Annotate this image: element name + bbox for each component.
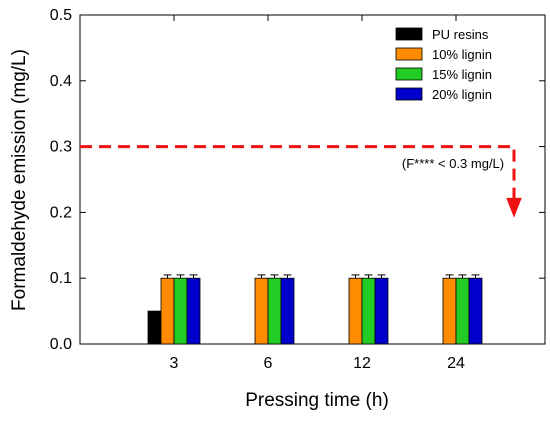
legend-label: 15% lignin — [432, 67, 492, 82]
x-axis-title: Pressing time (h) — [245, 390, 389, 411]
legend-swatch — [395, 27, 423, 41]
x-tick-label: 12 — [353, 355, 371, 372]
bar-15-lignin — [361, 277, 376, 345]
y-tick-label: 0.5 — [50, 7, 72, 24]
bar-10-lignin — [160, 277, 175, 345]
bar-10-lignin — [442, 277, 457, 345]
legend-label: 20% lignin — [432, 87, 492, 102]
bar-pu-resins — [147, 310, 162, 345]
threshold-annotation: (F**** < 0.3 mg/L) — [402, 156, 504, 171]
legend-swatch — [395, 87, 423, 101]
y-tick-label: 0.1 — [50, 270, 72, 287]
bar-10-lignin — [254, 277, 269, 345]
plot-frame — [79, 14, 546, 345]
x-tick-label: 24 — [447, 355, 465, 372]
bar-15-lignin — [267, 277, 282, 345]
y-tick-label: 0.2 — [50, 204, 72, 221]
y-tick-label: 0.0 — [50, 336, 72, 353]
bar-15-lignin — [173, 277, 188, 345]
y-axis-title: Formaldehyde emission (mg/L) — [9, 49, 30, 311]
legend-label: PU resins — [432, 27, 489, 42]
legend-label: 10% lignin — [432, 47, 492, 62]
x-tick-label: 6 — [264, 355, 273, 372]
legend-swatch — [395, 67, 423, 81]
bar-15-lignin — [455, 277, 470, 345]
threshold-line — [80, 145, 516, 203]
bar-20-lignin — [468, 277, 483, 345]
bar-10-lignin — [348, 277, 363, 345]
threshold-arrowhead — [506, 197, 522, 218]
bar-20-lignin — [186, 277, 201, 345]
y-tick-label: 0.3 — [50, 139, 72, 156]
y-tick-label: 0.4 — [50, 73, 72, 90]
x-tick-label: 3 — [170, 355, 179, 372]
plot-layer: 0.0 0.1 0.2 0.3 0.4 0.5 3 6 12 24 (F**** < 0.3 mg/… — [50, 7, 546, 372]
bar-20-lignin — [374, 277, 389, 345]
legend-swatch — [395, 47, 423, 61]
bar-20-lignin — [280, 277, 295, 345]
